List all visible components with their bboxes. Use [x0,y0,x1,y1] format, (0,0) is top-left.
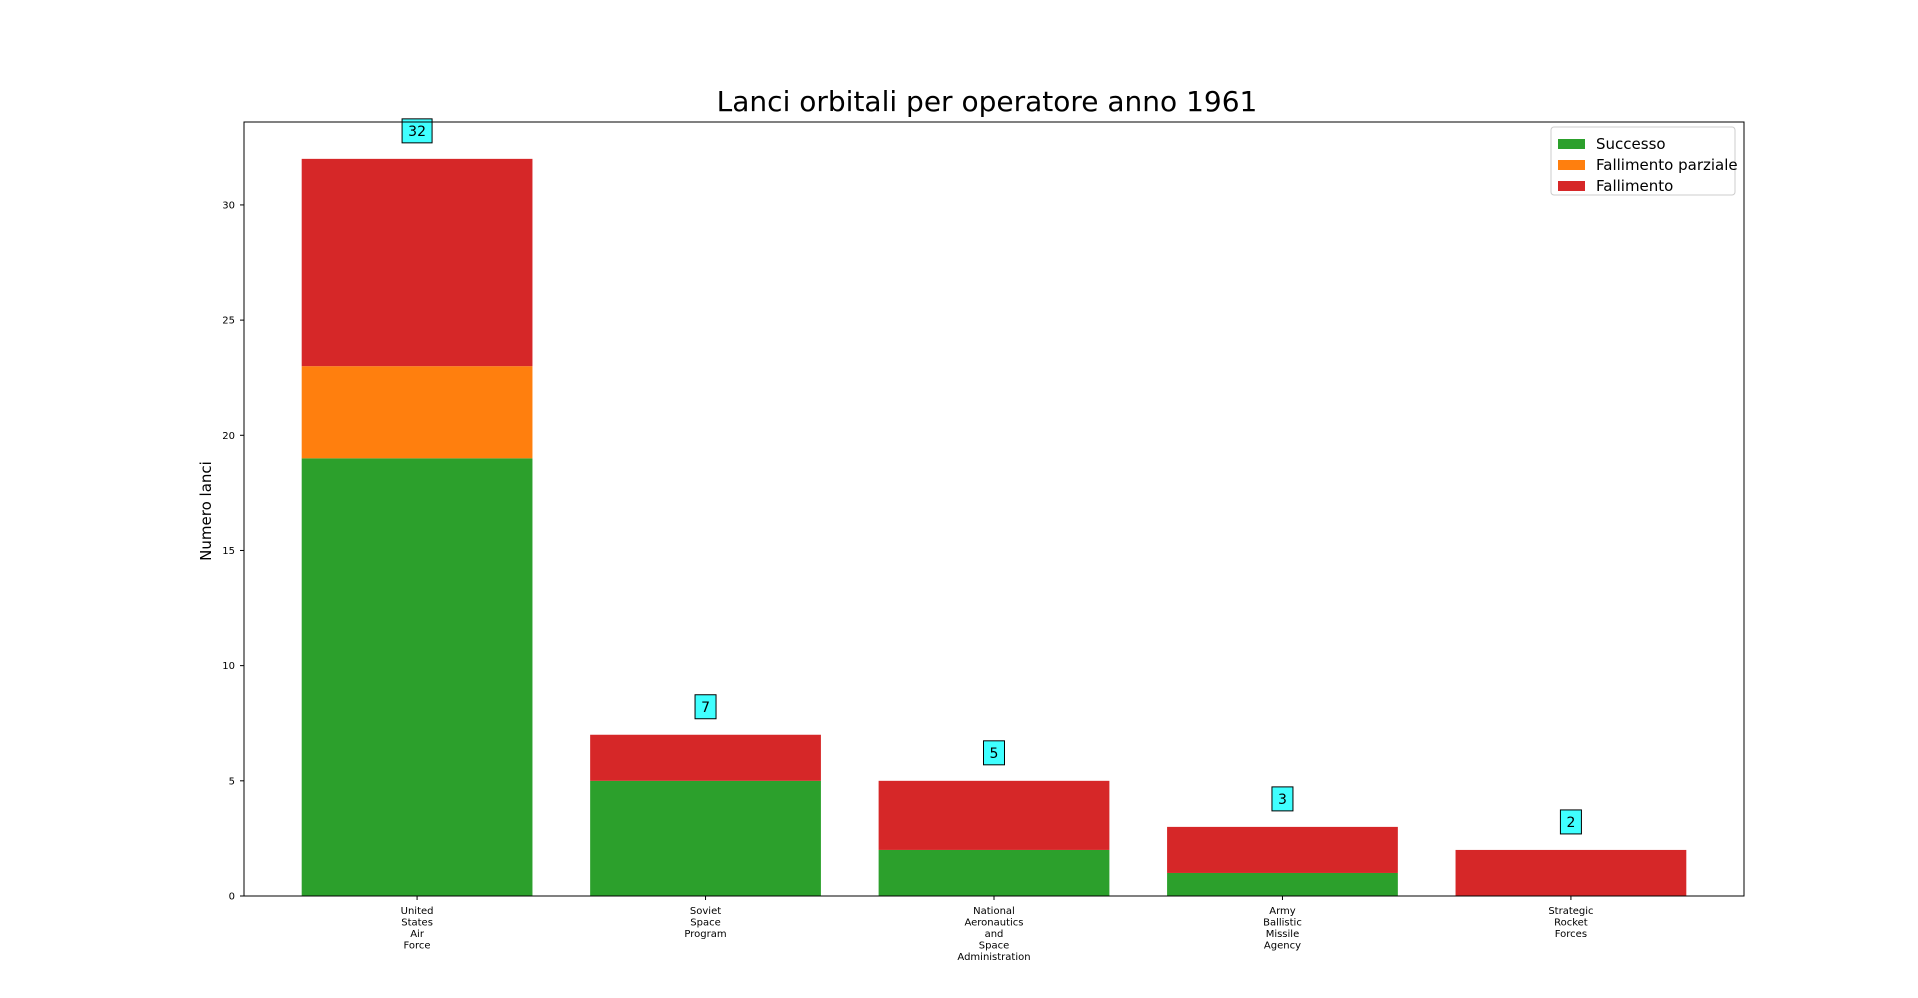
total-label-box [401,118,433,144]
total-label: 3 [1278,792,1287,808]
bar-fallimento-parziale-0 [301,366,533,459]
legend-swatch [1558,139,1585,149]
chart-title: Lanci orbitali per operatore anno 1961 [717,85,1258,118]
total-label-box [694,694,717,720]
plot-frame [243,121,1745,897]
total-label: 5 [990,746,999,762]
y-tick-label: 10 [222,661,235,672]
legend-swatch [1558,181,1585,191]
bar-fallimento-3 [1167,826,1398,873]
bar-fallimento-2 [878,780,1110,850]
bar-successo-1 [590,780,821,896]
total-label: 32 [408,124,426,140]
bars-layer [301,158,1687,896]
y-axis-label: Numero lanci [197,461,215,561]
bar-fallimento-1 [590,734,821,781]
y-tick-label: 25 [222,316,235,327]
legend-label: Fallimento parziale [1596,156,1738,174]
y-tick-label: 20 [222,431,235,442]
bar-fallimento-4 [1455,849,1687,896]
bar-successo-0 [301,458,533,896]
y-tick-label: 15 [222,546,235,557]
total-label-box [983,740,1005,766]
y-tick-label: 5 [229,776,235,787]
bar-successo-2 [878,849,1110,896]
y-tick-label: 0 [229,892,235,903]
x-tick-label-3: Army Ballistic Missile Agency [1263,906,1302,952]
total-label-box [1559,809,1582,835]
x-ticks: United States Air Force Soviet Space Program Na… [401,896,1594,963]
x-tick-label-2: National Aeronautics and Space Administratio… [957,906,1030,963]
x-tick-label-0: United States Air Force [401,906,434,952]
bar-successo-3 [1167,872,1398,896]
y-ticks: 0 5 10 15 20 25 30 [222,200,244,903]
legend-label: Fallimento [1596,177,1673,195]
x-tick-label-4: Strategic Rocket Forces [1548,906,1593,940]
bar-fallimento-0 [301,158,533,367]
legend-label: Successo [1596,135,1666,153]
x-tick-label-1: Soviet Space Program [684,906,726,940]
total-label-box [1271,786,1294,812]
y-tick-label: 30 [222,200,235,211]
legend: Successo Fallimento parziale Fallimento [1550,126,1738,196]
total-label: 2 [1566,815,1575,831]
total-label: 7 [701,700,710,716]
legend-frame [1550,126,1736,196]
legend-swatch [1558,160,1585,170]
